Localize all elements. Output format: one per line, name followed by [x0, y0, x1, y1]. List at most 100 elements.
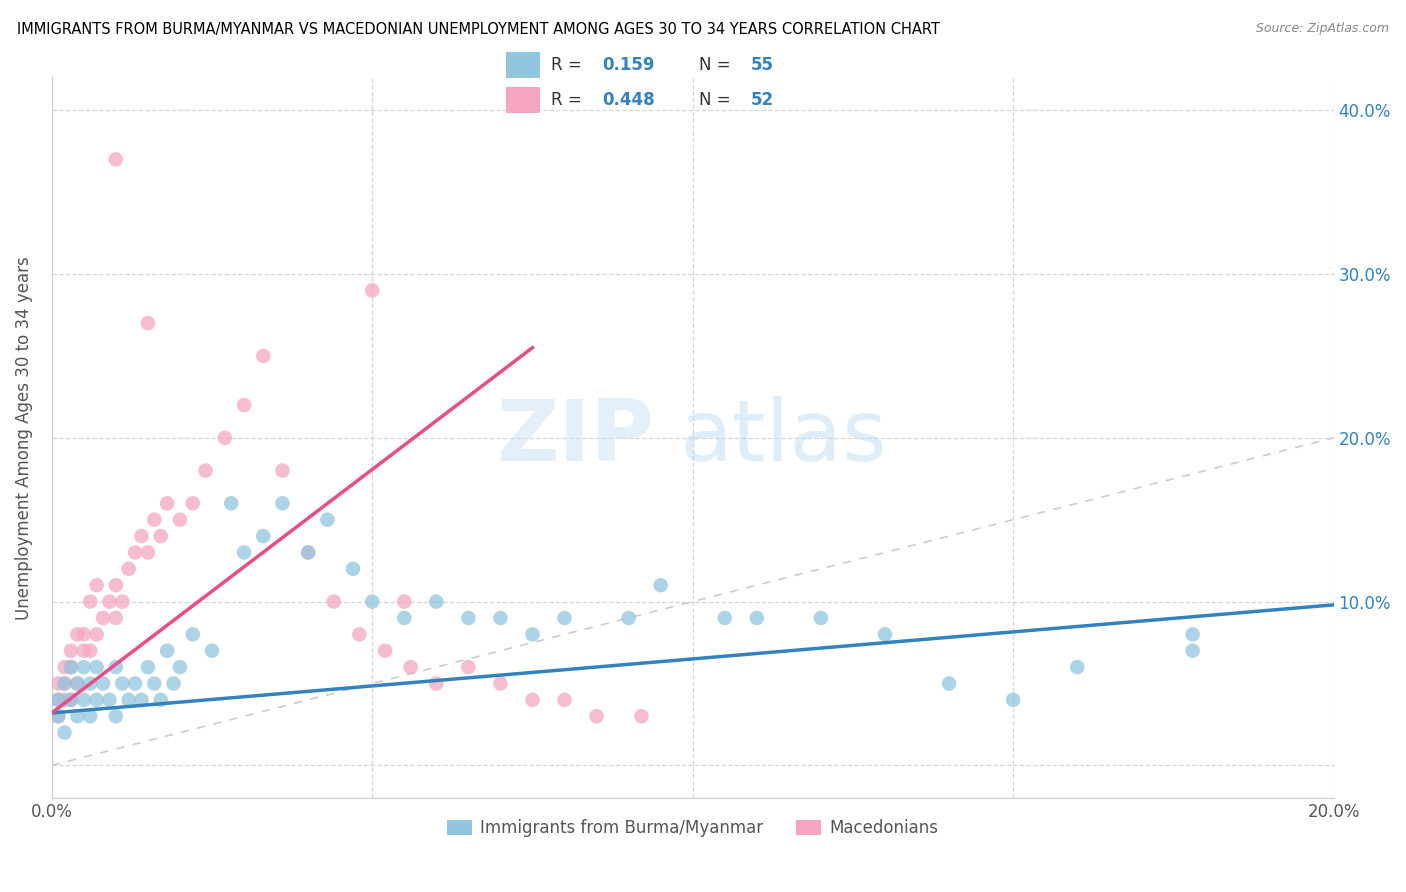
- Point: [252, 349, 274, 363]
- Point: [136, 545, 159, 559]
- Point: [252, 529, 274, 543]
- Point: [374, 644, 396, 658]
- Point: [53, 660, 76, 674]
- Point: [86, 693, 108, 707]
- Point: [66, 709, 89, 723]
- Point: [79, 594, 101, 608]
- Text: atlas: atlas: [681, 396, 887, 479]
- Text: R =: R =: [551, 91, 582, 109]
- Point: [98, 594, 121, 608]
- Point: [66, 627, 89, 641]
- Point: [124, 676, 146, 690]
- Text: ZIP: ZIP: [496, 396, 654, 479]
- Point: [104, 660, 127, 674]
- Point: [53, 725, 76, 739]
- Text: Source: ZipAtlas.com: Source: ZipAtlas.com: [1256, 22, 1389, 36]
- Point: [169, 513, 191, 527]
- Point: [342, 562, 364, 576]
- Point: [1181, 644, 1204, 658]
- Point: [1181, 627, 1204, 641]
- Legend: Immigrants from Burma/Myanmar, Macedonians: Immigrants from Burma/Myanmar, Macedonia…: [440, 813, 945, 844]
- Point: [271, 464, 294, 478]
- Point: [425, 676, 447, 690]
- Point: [457, 660, 479, 674]
- Point: [53, 693, 76, 707]
- Text: 0.159: 0.159: [603, 56, 655, 74]
- Point: [66, 676, 89, 690]
- Point: [91, 676, 114, 690]
- Point: [91, 611, 114, 625]
- Point: [73, 627, 96, 641]
- Point: [124, 545, 146, 559]
- Point: [181, 496, 204, 510]
- Point: [143, 676, 166, 690]
- Point: [46, 709, 69, 723]
- Point: [79, 644, 101, 658]
- Point: [104, 709, 127, 723]
- Point: [745, 611, 768, 625]
- Point: [162, 676, 184, 690]
- Point: [297, 545, 319, 559]
- Point: [59, 693, 82, 707]
- Point: [156, 644, 179, 658]
- Point: [361, 284, 384, 298]
- Point: [136, 660, 159, 674]
- Point: [143, 513, 166, 527]
- Point: [322, 594, 344, 608]
- Point: [553, 693, 575, 707]
- Text: 52: 52: [751, 91, 773, 109]
- Point: [271, 496, 294, 510]
- Point: [181, 627, 204, 641]
- Point: [1002, 693, 1025, 707]
- Point: [46, 693, 69, 707]
- Point: [394, 594, 416, 608]
- Point: [522, 627, 544, 641]
- Point: [1066, 660, 1088, 674]
- Point: [73, 660, 96, 674]
- Point: [617, 611, 640, 625]
- Point: [489, 676, 512, 690]
- Text: 55: 55: [751, 56, 773, 74]
- Point: [46, 676, 69, 690]
- Point: [136, 316, 159, 330]
- Point: [79, 709, 101, 723]
- Point: [233, 545, 256, 559]
- Point: [131, 529, 153, 543]
- Point: [79, 676, 101, 690]
- Point: [522, 693, 544, 707]
- Point: [46, 693, 69, 707]
- Point: [553, 611, 575, 625]
- Point: [104, 578, 127, 592]
- Point: [104, 611, 127, 625]
- Point: [399, 660, 422, 674]
- Point: [149, 693, 172, 707]
- Point: [111, 594, 134, 608]
- Point: [73, 644, 96, 658]
- Point: [59, 644, 82, 658]
- Point: [118, 693, 141, 707]
- Point: [131, 693, 153, 707]
- Point: [53, 676, 76, 690]
- Point: [873, 627, 896, 641]
- Point: [489, 611, 512, 625]
- Point: [118, 562, 141, 576]
- Point: [457, 611, 479, 625]
- Point: [585, 709, 607, 723]
- Point: [650, 578, 672, 592]
- Point: [297, 545, 319, 559]
- Point: [73, 693, 96, 707]
- Point: [201, 644, 224, 658]
- Text: R =: R =: [551, 56, 582, 74]
- Text: N =: N =: [699, 91, 731, 109]
- Point: [349, 627, 371, 641]
- Y-axis label: Unemployment Among Ages 30 to 34 years: Unemployment Among Ages 30 to 34 years: [15, 256, 32, 620]
- Point: [361, 594, 384, 608]
- Point: [98, 693, 121, 707]
- Point: [219, 496, 242, 510]
- Point: [425, 594, 447, 608]
- Point: [194, 464, 217, 478]
- Point: [149, 529, 172, 543]
- Point: [86, 627, 108, 641]
- Point: [46, 709, 69, 723]
- Text: N =: N =: [699, 56, 731, 74]
